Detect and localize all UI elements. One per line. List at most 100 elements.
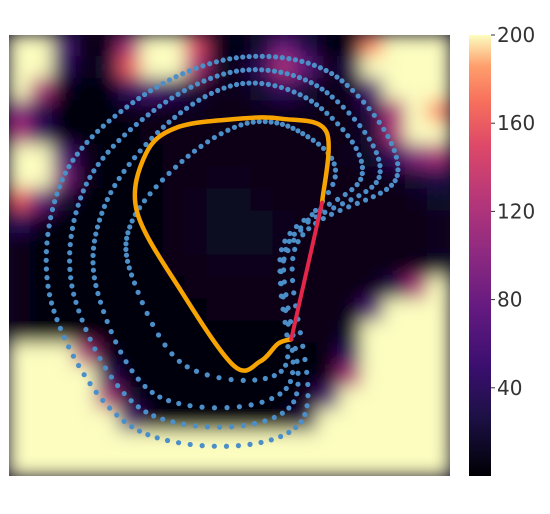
scatter-point: [328, 211, 335, 217]
scatter-point: [181, 87, 188, 94]
heatmap-cell: [9, 320, 33, 345]
heatmap-cells: [9, 35, 450, 476]
scatter-point: [273, 54, 279, 60]
heatmap-cell: [404, 100, 429, 125]
scatter-point: [105, 149, 111, 155]
scatter-point: [170, 419, 176, 425]
heatmap-cell: [162, 35, 187, 59]
heatmap-cell: [294, 35, 319, 59]
scatter-point: [196, 97, 202, 103]
scatter-point: [188, 84, 194, 90]
heatmap-cell: [250, 364, 275, 389]
scatter-point: [371, 112, 377, 118]
scatter-point: [381, 126, 387, 132]
scatter-point: [204, 372, 210, 378]
curve-layer: [132, 115, 331, 373]
scatter-point: [76, 308, 82, 314]
heatmap-cell: [316, 298, 341, 323]
heatmap-cell: [30, 166, 55, 191]
scatter-point: [291, 237, 297, 243]
scatter-point: [87, 174, 93, 180]
heatmap-cell: [338, 320, 363, 345]
scatter-point: [289, 266, 295, 272]
scatter-point: [286, 238, 292, 244]
heatmap-cell: [272, 166, 297, 191]
scatter-point: [110, 143, 116, 149]
scatter-point: [294, 391, 300, 397]
heatmap-cell: [382, 386, 407, 411]
scatter-point: [45, 231, 51, 237]
heatmap-cell: [96, 56, 121, 81]
scatter-point: [279, 410, 285, 416]
heatmap-cell: [96, 232, 121, 257]
scatter-point: [187, 403, 193, 409]
heatmap-cell: [9, 276, 33, 301]
heatmap-cell: [9, 144, 33, 169]
scatter-point: [246, 80, 252, 86]
scatter-point: [309, 211, 315, 218]
scatter-point: [211, 443, 217, 449]
scatter-point: [121, 168, 127, 174]
colorbar-tick-label: 80: [497, 288, 522, 312]
scatter-point: [233, 68, 240, 74]
scatter-point: [218, 131, 224, 137]
heatmap-cell: [426, 100, 450, 125]
scatter-point: [198, 143, 204, 149]
scatter-point: [278, 247, 285, 253]
heatmap-cell: [30, 144, 55, 169]
heatmap-cell: [140, 342, 165, 367]
scatter-point: [252, 377, 258, 383]
heatmap-cell: [294, 408, 319, 433]
scatter-point: [214, 73, 220, 79]
scatter-point: [207, 75, 214, 81]
heatmap-cell: [426, 254, 450, 279]
scatter-point: [164, 437, 171, 444]
scatter-point: [373, 179, 379, 186]
red-segment: [289, 200, 325, 342]
scatter-point: [69, 283, 75, 289]
heatmap-cell: [30, 386, 55, 411]
scatter-point: [93, 231, 99, 237]
scatter-point: [173, 74, 179, 80]
scatter-point: [199, 443, 205, 449]
scatter-point: [355, 93, 361, 99]
scatter-point: [252, 67, 258, 73]
heatmap-cell: [426, 166, 450, 191]
heatmap-cell: [338, 430, 363, 455]
scatter-point: [357, 123, 363, 129]
scatter-point: [205, 139, 211, 145]
scatter-point: [293, 223, 300, 230]
scatter-point: [104, 318, 110, 325]
scatter-point: [285, 86, 291, 93]
heatmap-cell: [316, 342, 341, 367]
scatter-point: [129, 218, 135, 224]
scatter-point: [262, 418, 268, 424]
scatter-point: [114, 412, 120, 418]
scatter-point: [289, 347, 295, 353]
scatter-point: [344, 82, 350, 88]
scatter-point: [291, 231, 297, 237]
scatter-point: [95, 161, 101, 168]
scatter-point: [128, 272, 135, 278]
scatter-point: [193, 368, 200, 374]
scatter-point: [244, 120, 250, 126]
scatter-point: [266, 53, 272, 60]
scatter-point: [54, 191, 60, 197]
heatmap-cell: [52, 386, 77, 411]
scatter-point: [129, 424, 135, 430]
scatter-point: [361, 99, 367, 105]
scatter-point: [233, 81, 240, 88]
scatter-point: [383, 186, 390, 192]
scatter-point: [269, 395, 275, 402]
scatter-point: [324, 110, 330, 116]
heatmap-cell: [184, 276, 209, 301]
heatmap-cell: [272, 188, 297, 213]
heatmap-cell: [250, 452, 275, 476]
heatmap-cell: [184, 254, 209, 279]
scatter-point: [155, 129, 161, 136]
scatter-point: [370, 143, 376, 149]
heatmap-cell: [294, 276, 319, 301]
heatmap-cell: [382, 276, 407, 301]
scatter-point: [48, 300, 55, 306]
scatter-point: [395, 161, 401, 167]
